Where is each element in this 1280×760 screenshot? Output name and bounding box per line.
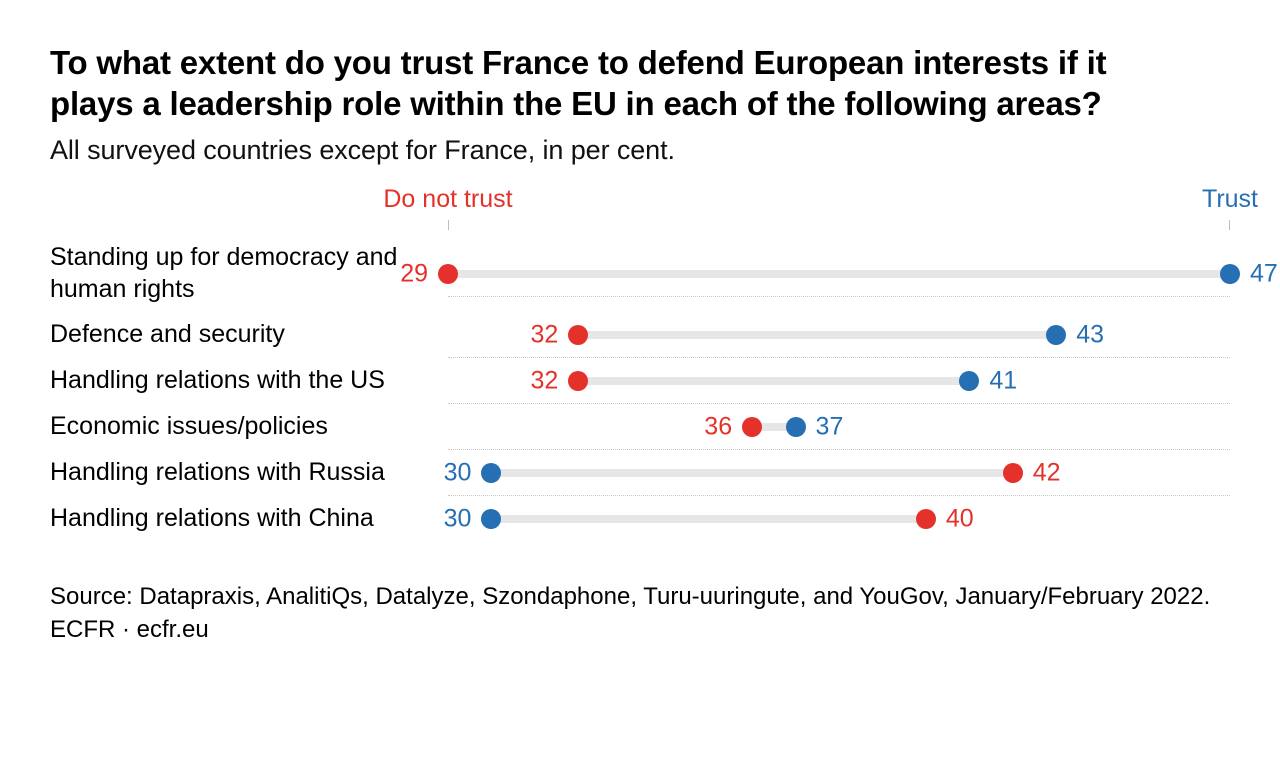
chart-row: Handling relations with the US 32 41 bbox=[50, 358, 1230, 404]
axis-label-trust: Trust bbox=[1202, 185, 1258, 214]
trust-value: 30 bbox=[444, 504, 472, 533]
row-plot: 3042 bbox=[448, 461, 1230, 485]
row-label: Handling relations with Russia bbox=[50, 457, 448, 488]
do-not-trust-value: 42 bbox=[1033, 458, 1061, 487]
do-not-trust-value: 40 bbox=[946, 504, 974, 533]
trust-dot bbox=[1220, 264, 1240, 284]
row-label: Defence and security bbox=[50, 319, 448, 350]
trust-value: 47 bbox=[1250, 259, 1278, 288]
dot-range-chart: Do not trustTrustStanding up for democra… bbox=[50, 196, 1230, 542]
trust-dot bbox=[959, 371, 979, 391]
trust-dot bbox=[1046, 325, 1066, 345]
do-not-trust-dot bbox=[916, 509, 936, 529]
axis-label-do-not-trust: Do not trust bbox=[383, 185, 512, 214]
trust-dot bbox=[481, 463, 501, 483]
trust-dot bbox=[481, 509, 501, 529]
chart-footer: Source: Datapraxis, AnalitiQs, Datalyze,… bbox=[50, 580, 1230, 647]
chart-row: Economic issues/policies 36 37 bbox=[50, 404, 1230, 450]
do-not-trust-dot bbox=[1003, 463, 1023, 483]
range-bar bbox=[578, 331, 1056, 339]
trust-dot bbox=[786, 417, 806, 437]
do-not-trust-value: 36 bbox=[704, 412, 732, 441]
row-label: Handling relations with the US bbox=[50, 365, 448, 396]
row-plot: 36 37 bbox=[448, 415, 1230, 439]
trust-value: 41 bbox=[989, 366, 1017, 395]
range-bar bbox=[578, 377, 969, 385]
row-plot: 2947 bbox=[448, 262, 1230, 286]
do-not-trust-dot bbox=[742, 417, 762, 437]
chart-row: Handling relations with Russia3042 bbox=[50, 450, 1230, 496]
trust-value: 43 bbox=[1076, 320, 1104, 349]
range-bar bbox=[491, 515, 925, 523]
row-plot: 3040 bbox=[448, 507, 1230, 531]
source-line: Source: Datapraxis, AnalitiQs, Datalyze,… bbox=[50, 580, 1230, 614]
row-label: Economic issues/policies bbox=[50, 411, 448, 442]
trust-value: 30 bbox=[444, 458, 472, 487]
row-plot: 32 43 bbox=[448, 323, 1230, 347]
do-not-trust-value: 29 bbox=[400, 259, 428, 288]
do-not-trust-value: 32 bbox=[531, 320, 559, 349]
trust-value: 37 bbox=[816, 412, 844, 441]
chart-row: Defence and security 32 43 bbox=[50, 312, 1230, 358]
range-bar bbox=[491, 469, 1012, 477]
chart-subtitle: All surveyed countries except for France… bbox=[50, 135, 1230, 166]
row-label: Handling relations with China bbox=[50, 503, 448, 534]
row-plot: 32 41 bbox=[448, 369, 1230, 393]
do-not-trust-dot bbox=[438, 264, 458, 284]
do-not-trust-dot bbox=[568, 371, 588, 391]
credit-line: ECFR · ecfr.eu bbox=[50, 613, 1230, 647]
do-not-trust-dot bbox=[568, 325, 588, 345]
do-not-trust-value: 32 bbox=[531, 366, 559, 395]
chart-row: Handling relations with China3040 bbox=[50, 496, 1230, 542]
axis-tick-right bbox=[1229, 220, 1230, 230]
chart-title: To what extent do you trust France to de… bbox=[50, 42, 1170, 125]
chart-row: Standing up for democracy and human righ… bbox=[50, 236, 1230, 312]
range-bar bbox=[448, 270, 1230, 278]
axis-tick-left bbox=[448, 220, 449, 230]
row-label: Standing up for democracy and human righ… bbox=[50, 242, 448, 305]
